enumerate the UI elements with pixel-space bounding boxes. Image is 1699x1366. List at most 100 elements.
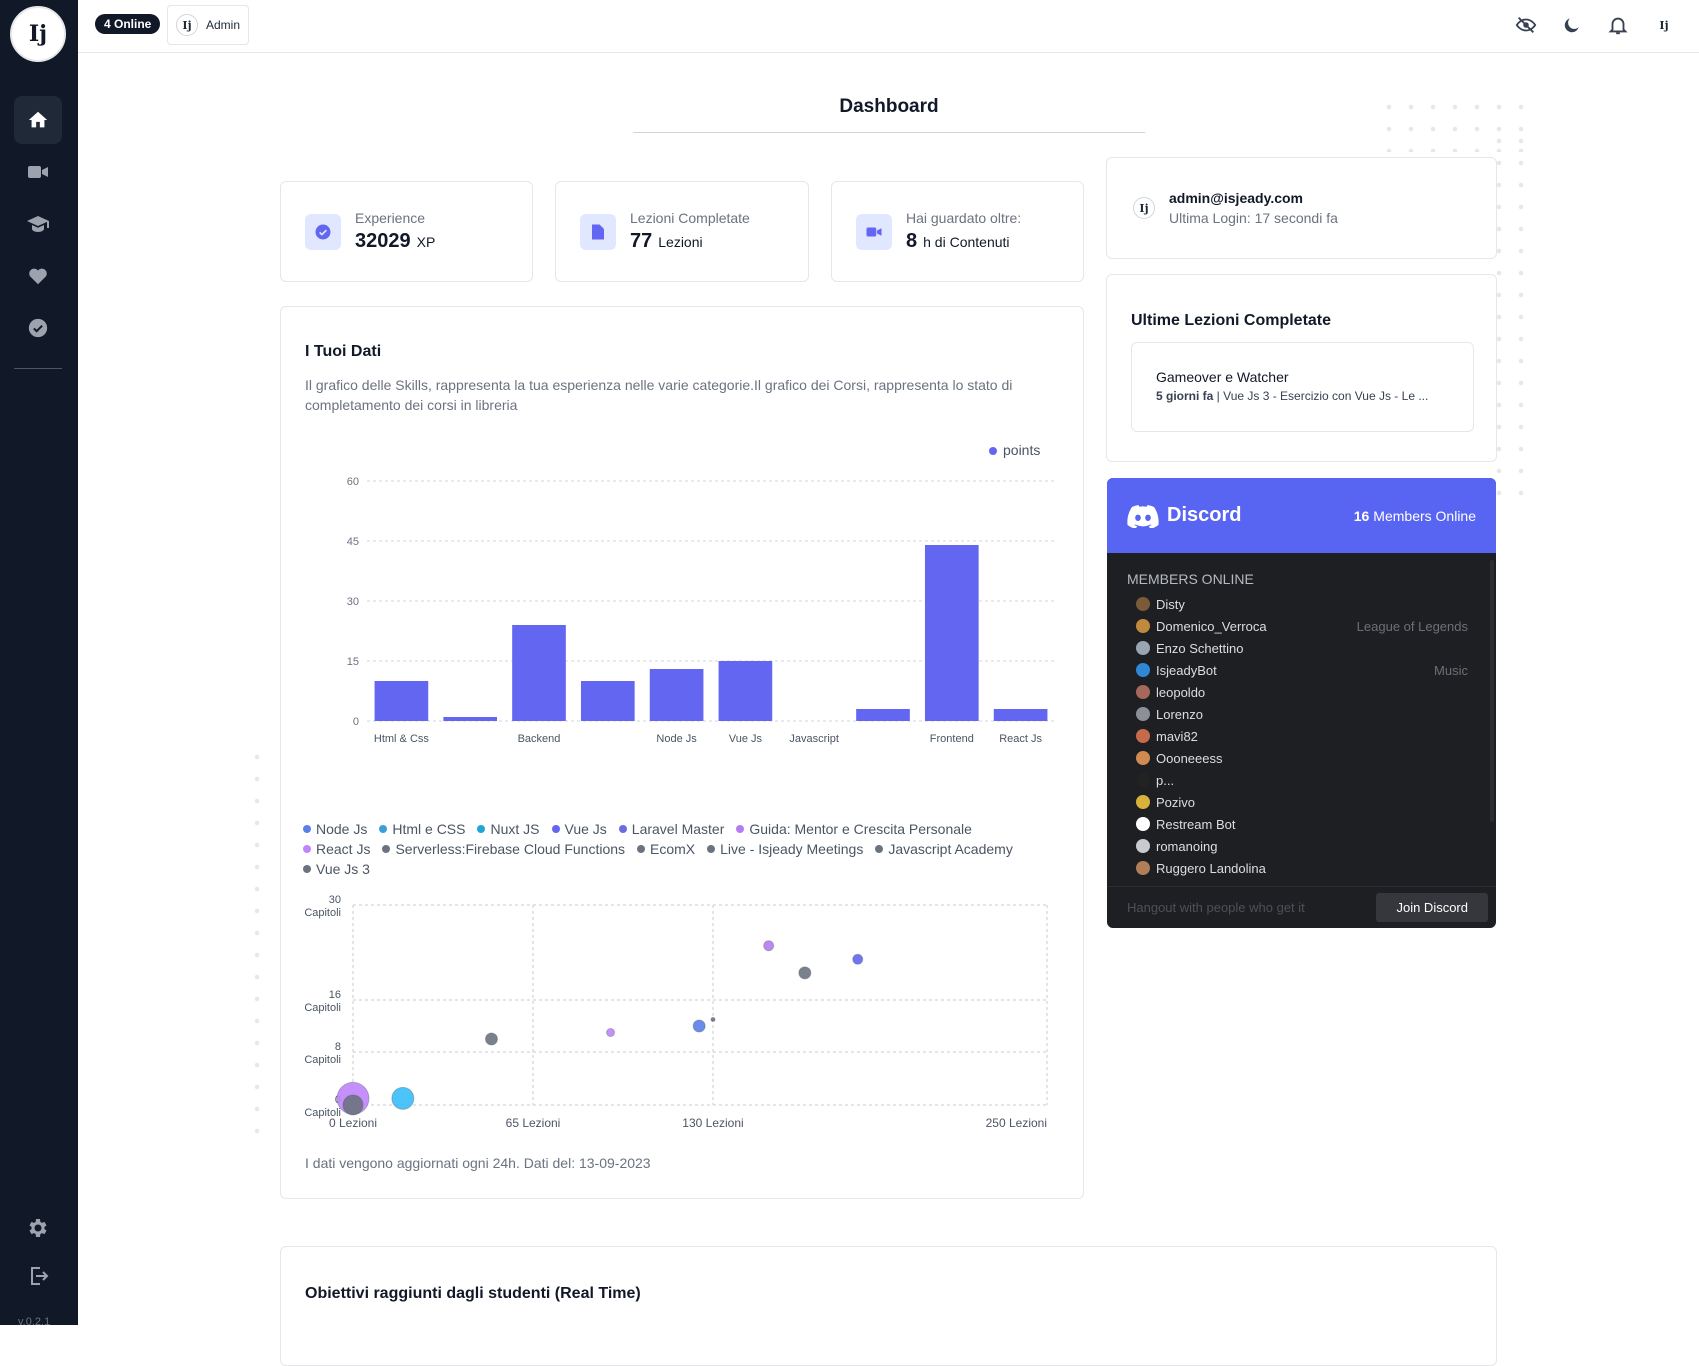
data-point xyxy=(606,1028,616,1037)
admin-switch[interactable]: Ij Admin xyxy=(167,5,250,45)
top-bar: 4 Online Ij Admin Ij xyxy=(78,0,1699,53)
member-name: Ruggero Landolina xyxy=(1156,860,1266,876)
last-lessons-card: Ultime Lezioni Completate Gameover e Wat… xyxy=(1106,274,1497,462)
stat-card-lessons: Lezioni Completate 77 Lezioni xyxy=(555,181,809,282)
legend-marker xyxy=(989,447,997,455)
bar xyxy=(924,545,979,721)
stat-value: 77 xyxy=(630,230,653,252)
home-icon xyxy=(28,111,48,128)
discord-member[interactable]: romanoing xyxy=(1107,835,1496,857)
stat-icon-wrap xyxy=(305,213,341,250)
sidebar-item-videos[interactable] xyxy=(14,148,62,196)
sidebar-item-home[interactable] xyxy=(14,96,62,144)
heart-icon xyxy=(29,268,47,285)
discord-member[interactable]: Pozivo xyxy=(1107,791,1496,813)
stat-label: Experience xyxy=(355,210,426,226)
stat-label: Lezioni Completate xyxy=(630,210,750,226)
badge-check-icon xyxy=(315,224,331,239)
moon-icon xyxy=(1564,18,1579,33)
sidebar-item-favorites[interactable] xyxy=(14,252,62,300)
data-point xyxy=(342,1094,364,1116)
discord-member[interactable]: Domenico_Verroca League of Legends xyxy=(1107,615,1496,637)
courses-legend: Node Js Html e CSS Nuxt JS Vue Js Laravel Ma… xyxy=(303,819,1043,879)
sidebar-item-settings[interactable] xyxy=(14,1204,62,1252)
legend-item[interactable]: EcomX xyxy=(637,839,695,859)
discord-member[interactable]: Oooneeess xyxy=(1107,747,1496,769)
y-unit-label: Capitoli xyxy=(304,1054,341,1066)
member-list-scrollbar[interactable] xyxy=(1490,560,1494,822)
page-title: Dashboard xyxy=(839,96,939,117)
discord-member[interactable]: Ruggero Landolina xyxy=(1107,857,1496,879)
bar xyxy=(512,625,566,721)
legend-item[interactable]: Live - Isjeady Meetings xyxy=(707,839,863,859)
join-discord-button[interactable]: Join Discord xyxy=(1376,893,1488,922)
y-tick-label: 60 xyxy=(347,476,359,488)
sidebar-item-completed[interactable] xyxy=(14,304,62,352)
discord-footer: Hangout with people who get it Join Disc… xyxy=(1107,886,1496,928)
member-name: Enzo Schettino xyxy=(1156,640,1244,656)
legend-item[interactable]: Guida: Mentor e Crescita Personale xyxy=(736,819,972,839)
profile-email: admin@isjeady.com xyxy=(1169,190,1303,206)
sidebar-item-logout[interactable] xyxy=(14,1252,62,1300)
profile-card: Ij admin@isjeady.com Ultima Login: 17 se… xyxy=(1106,157,1497,259)
member-avatar xyxy=(1136,707,1150,721)
legend-label: Javascript Academy xyxy=(888,841,1013,857)
legend-dot xyxy=(477,825,486,833)
legend-label: Vue Js xyxy=(564,821,607,837)
legend-item[interactable]: Html e CSS xyxy=(379,819,465,839)
discord-member[interactable]: p... xyxy=(1107,769,1496,791)
stat-card-experience: Experience 32029 XP xyxy=(280,181,533,282)
legend-item[interactable]: React Js xyxy=(303,839,370,859)
x-tick-label: 250 Lezioni xyxy=(986,1116,1047,1130)
member-name: Restream Bot xyxy=(1156,816,1236,832)
discord-member[interactable]: IsjeadyBot Music xyxy=(1107,659,1496,681)
y-unit-label: Capitoli xyxy=(304,1107,341,1119)
dark-mode-toggle[interactable] xyxy=(1559,12,1585,38)
legend-item[interactable]: Node Js xyxy=(303,819,367,839)
courses-scatter-chart: 0 Lezioni 65 Lezioni 130 Lezioni 250 Lezion… xyxy=(304,894,1048,1130)
notifications-button[interactable] xyxy=(1605,12,1631,38)
title-divider xyxy=(633,132,1145,133)
legend-dot xyxy=(303,845,311,853)
gear-icon xyxy=(29,1219,47,1237)
stat-value: 8 xyxy=(906,230,918,252)
user-avatar[interactable]: Ij xyxy=(1651,12,1677,38)
stat-value: 32029 xyxy=(355,230,411,252)
member-avatar xyxy=(1136,795,1150,809)
discord-member[interactable]: Lorenzo xyxy=(1107,703,1496,725)
legend-dot xyxy=(379,825,388,833)
legend-item[interactable]: Serverless:Firebase Cloud Functions xyxy=(382,839,625,859)
sidebar-item-courses[interactable] xyxy=(14,200,62,248)
legend-dot xyxy=(303,865,311,873)
lesson-item[interactable]: Gameover e Watcher 5 giorni fa | Vue Js … xyxy=(1131,342,1474,432)
discord-member[interactable]: mavi82 xyxy=(1107,725,1496,747)
legend-item[interactable]: Nuxt JS xyxy=(477,819,540,839)
brand-logo[interactable]: Ij xyxy=(10,6,66,62)
privacy-toggle[interactable] xyxy=(1513,12,1539,38)
stat-unit: Lezioni xyxy=(658,234,703,250)
legend-item[interactable]: Vue Js xyxy=(551,819,607,839)
y-tick-label: 45 xyxy=(347,536,359,548)
sidebar: Ij v.0.2.1 xyxy=(0,0,78,1328)
legend-item[interactable]: Javascript Academy xyxy=(875,839,1013,859)
online-users-badge[interactable]: 4 Online xyxy=(95,14,161,34)
data-point xyxy=(852,953,864,965)
y-tick-label: 8 xyxy=(335,1041,341,1053)
legend-dot xyxy=(707,845,716,853)
legend-item[interactable]: Laravel Master xyxy=(618,819,724,839)
legend-dot xyxy=(736,825,745,833)
discord-member[interactable]: Restream Bot xyxy=(1107,813,1496,835)
discord-online-count: 16 Members Online xyxy=(1353,507,1476,524)
legend-label: Node Js xyxy=(316,821,368,837)
discord-member[interactable]: Disty xyxy=(1107,593,1496,615)
x-tick-label: Html & Css xyxy=(374,733,430,745)
x-tick-label: Vue Js xyxy=(729,733,763,745)
discord-member[interactable]: leopoldo xyxy=(1107,681,1496,703)
video-icon xyxy=(866,227,882,236)
member-avatar xyxy=(1136,597,1150,611)
member-name: IsjeadyBot xyxy=(1156,662,1217,678)
y-unit-label: Capitoli xyxy=(304,1002,341,1014)
legend-item[interactable]: Vue Js 3 xyxy=(303,859,370,879)
legend-dot xyxy=(618,825,627,833)
discord-member[interactable]: Enzo Schettino xyxy=(1107,637,1496,659)
